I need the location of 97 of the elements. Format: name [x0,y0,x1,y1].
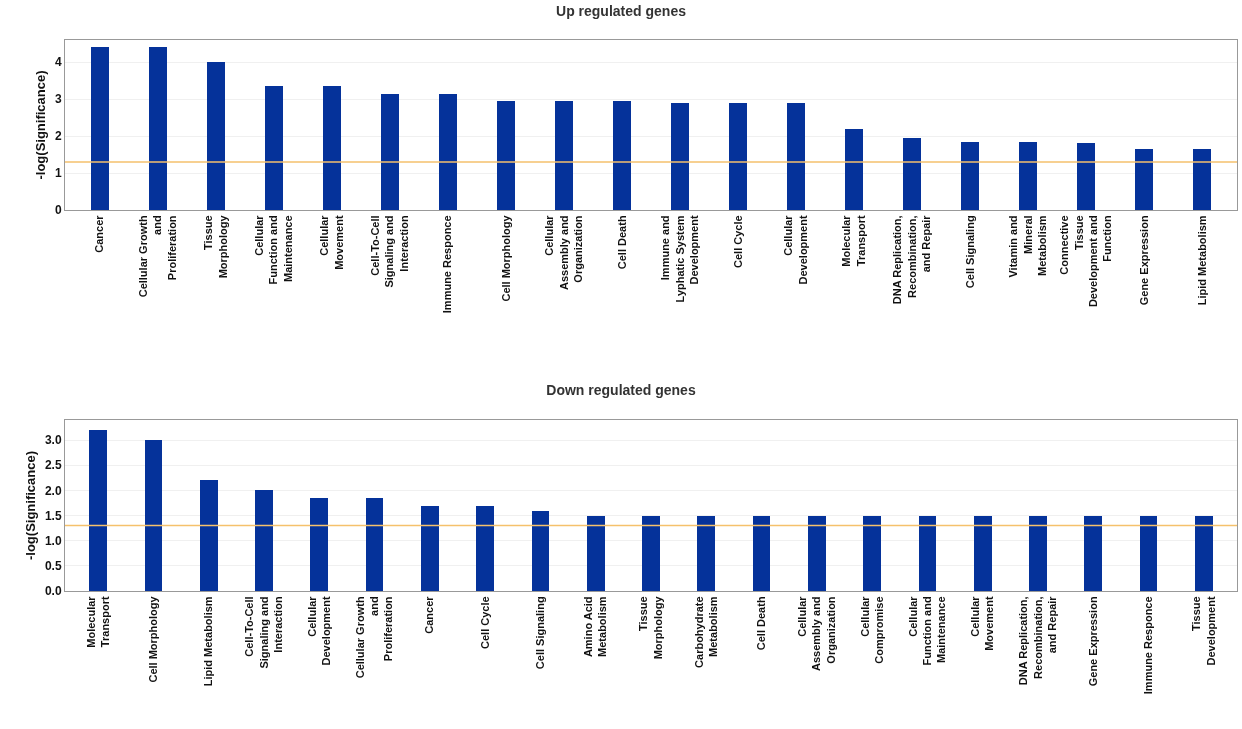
bar [381,94,399,210]
bar [1140,516,1157,591]
x-tick-label: Cell Signaling [534,596,547,670]
bar [863,516,881,591]
x-tick-label: Cell Morphology [499,214,512,302]
y-tick-label: 0.5 [44,559,62,574]
x-tick-label: Cell Cycle [478,596,491,649]
bar [207,62,225,210]
y-tick-label: 4 [54,55,62,70]
bar [1195,516,1213,591]
x-tick-label: Cellular Development [305,595,333,666]
x-tick-label: Cell-To-Cell Signaling and Interaction [369,215,410,288]
x-tick-label: Tissue Morphology [637,595,664,660]
bar [753,516,770,591]
x-tick-label: Cell Death [755,596,768,651]
x-tick-label: Carbohydrate Metabolism [692,596,720,668]
bar [1019,142,1037,210]
bar [808,516,826,591]
y-tick-label: 3 [54,92,62,107]
bar [439,94,457,210]
bar [787,103,805,210]
x-tick-label: Cellular Function and Maintenance [906,595,948,666]
x-tick-label: Cellular Compromise [858,595,885,664]
x-tick-label: Gene Expression [1086,596,1099,687]
y-tick-label: 3.0 [44,433,62,448]
bar [200,480,218,591]
bar [903,138,921,210]
y-tick-label: 0 [54,203,62,218]
y-tick-label: 2.0 [44,483,62,498]
bar [1029,516,1047,591]
x-tick-label: Cellular Movement [969,595,996,651]
x-tick-label: Gene Expression [1137,215,1150,306]
bar [919,516,936,591]
bar [974,516,992,591]
x-tick-label: Immune and Lyphatic System Development [659,215,700,303]
y-tick-label: 1.5 [44,508,62,523]
x-tick-label: Cellular Function and Maintenance [253,214,294,285]
bar [265,86,283,210]
bar [421,506,439,591]
x-tick-label: Cellular Assembly and Organization [543,214,584,290]
x-tick-label: Immune Responce [1142,596,1155,695]
bar [145,440,162,591]
x-tick-label: Molecular Transport [840,214,867,267]
bar [642,516,660,591]
x-tick-label: Amino Acid Metabolism [582,596,609,658]
y-tick-label: 2.5 [44,458,62,473]
x-tick-label: Cell Signaling [963,215,976,289]
bar [587,516,605,591]
bar [89,430,107,591]
x-tick-label: Cell Morphology [147,595,160,683]
x-tick-label: Molecular Transport [84,595,111,648]
bar [613,101,631,210]
y-axis-title: -log(Significance) [22,450,38,561]
bar [1077,143,1095,210]
bar [149,47,167,210]
x-tick-label: Lipid Metabolism [202,596,215,687]
x-tick-label: DNA Replication, Recombination, and Repair [891,214,932,305]
x-tick-label: Cancer [93,214,106,253]
bar [729,103,747,210]
bar [310,498,328,591]
bar [1135,149,1153,210]
bar [323,86,341,210]
x-tick-label: Cellular Assembly and Organization [796,595,837,671]
x-tick-label: Immune Responce [441,215,454,314]
bar [532,511,549,591]
bar [697,516,715,591]
x-tick-label: Cell-To-Cell Signaling and Interaction [243,596,284,669]
chart-title: Up regulated genes [556,2,687,19]
x-tick-label: DNA Replication, Recombination, and Repair [1017,595,1058,686]
bar [671,103,689,210]
x-tick-label: Vitamin and Mineral Metabolism [1007,215,1049,278]
bar [1193,149,1211,210]
bar [366,498,383,591]
x-tick-label: Cellular Movement [318,214,345,270]
x-tick-label: Tissue Development [1190,596,1217,666]
y-axis-title: -log(Significance) [32,70,48,180]
bar [555,101,573,210]
bar [476,506,494,591]
x-tick-label: Cellular Growth and Proliferation [137,215,178,298]
bar [961,142,979,210]
x-tick-label: Cancer [423,595,436,634]
y-tick-label: 1 [54,166,62,181]
bar [1084,516,1102,591]
y-tick-label: 2 [54,129,62,144]
bar [845,129,863,210]
chart-title: Down regulated genes [546,382,696,399]
x-tick-label: Connective Tissue Development and Function [1058,215,1114,308]
bar [255,490,273,591]
x-tick-label: Cellular Development [782,214,809,285]
x-tick-label: Cellular Growth and Proliferation [353,596,395,679]
bar [497,101,515,210]
x-tick-label: Cell Death [615,215,628,270]
y-tick-label: 1.0 [44,533,62,548]
x-tick-label: Cell Cycle [731,215,744,268]
x-tick-label: Lipid Metabolism [1195,215,1208,306]
bar [91,47,109,210]
y-tick-label: 0.0 [44,584,62,599]
